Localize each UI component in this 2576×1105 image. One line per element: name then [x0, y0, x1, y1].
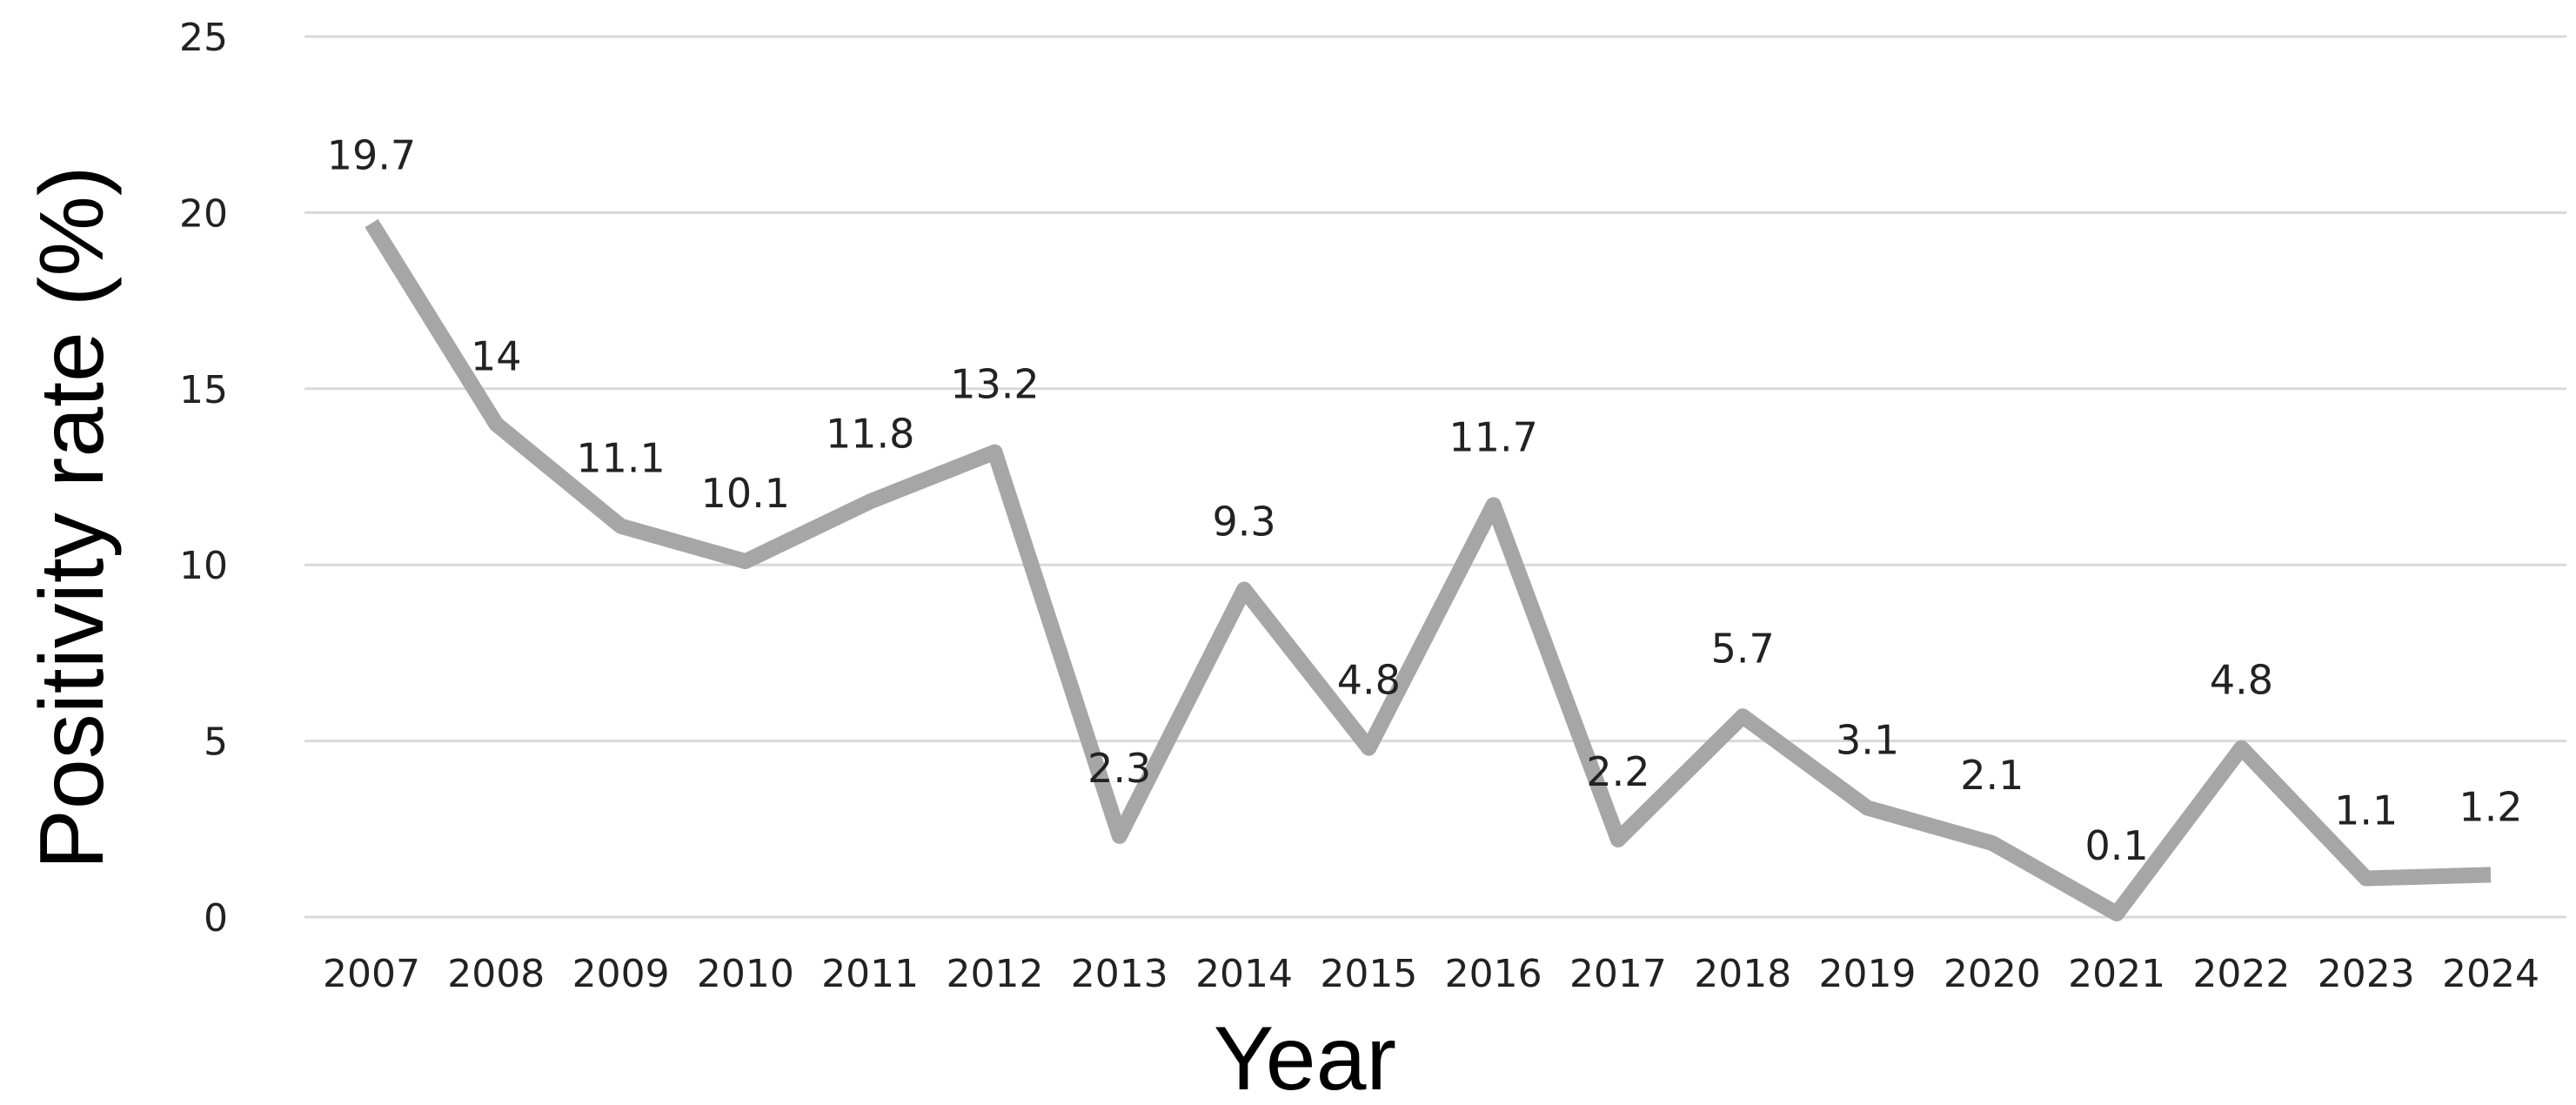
data-label: 1.1: [2334, 787, 2398, 834]
data-label: 11.7: [1449, 413, 1537, 460]
x-axis-ticks: 2007 2008 2009 2010 2011 2012 2013 2014 2015 2016…: [323, 952, 2539, 996]
x-tick-label: 2019: [1819, 952, 1917, 996]
data-label: 14: [471, 332, 522, 379]
x-tick-label: 2008: [447, 952, 545, 996]
data-label: 2.1: [1960, 752, 2024, 799]
y-axis-title: Positivity rate (%): [22, 165, 123, 869]
y-tick-label: 25: [179, 16, 228, 60]
data-label: 3.1: [1836, 717, 1899, 764]
series-line: [365, 218, 2492, 921]
y-tick-label: 15: [179, 368, 228, 412]
x-tick-label: 2017: [1569, 952, 1667, 996]
x-tick-label: 2009: [572, 952, 670, 996]
x-tick-label: 2023: [2318, 952, 2415, 996]
data-label: 0.1: [2085, 822, 2149, 869]
series-group: [365, 218, 2492, 921]
x-tick-label: 2020: [1944, 952, 2041, 996]
y-tick-label: 10: [179, 544, 228, 588]
data-label: 10.1: [701, 470, 790, 517]
data-label: 4.8: [2210, 657, 2273, 704]
x-tick-label: 2021: [2068, 952, 2165, 996]
y-tick-label: 0: [204, 896, 228, 941]
x-tick-label: 2011: [821, 952, 919, 996]
data-label: 2.3: [1087, 745, 1151, 792]
data-label: 11.8: [826, 410, 914, 457]
y-tick-label: 5: [204, 720, 228, 765]
data-label: 9.3: [1212, 499, 1275, 546]
data-label: 1.2: [2459, 783, 2522, 830]
data-label: 4.8: [1337, 657, 1401, 704]
y-axis-ticks: 0 5 10 15 20 25: [179, 16, 228, 941]
data-labels: 19.7 14 11.1 10.1 11.8 13.2 2.3 9.3 4.8 11.7 2.2 5.…: [327, 132, 2523, 869]
x-tick-label: 2015: [1320, 952, 1417, 996]
data-label: 19.7: [327, 132, 416, 179]
x-tick-label: 2010: [697, 952, 794, 996]
x-tick-label: 2018: [1694, 952, 1791, 996]
data-label: 11.1: [576, 435, 665, 482]
gridlines: [304, 35, 2566, 919]
x-tick-label: 2014: [1195, 952, 1293, 996]
x-tick-label: 2007: [323, 952, 420, 996]
x-axis-title: Year: [1214, 1008, 1396, 1105]
x-tick-label: 2012: [946, 952, 1043, 996]
data-label: 2.2: [1586, 748, 1649, 795]
x-tick-label: 2022: [2192, 952, 2290, 996]
data-label: 5.7: [1711, 625, 1775, 672]
x-tick-label: 2024: [2442, 952, 2539, 996]
y-tick-label: 20: [179, 191, 228, 236]
data-label: 13.2: [950, 361, 1039, 408]
x-tick-label: 2013: [1071, 952, 1168, 996]
x-tick-label: 2016: [1445, 952, 1542, 996]
